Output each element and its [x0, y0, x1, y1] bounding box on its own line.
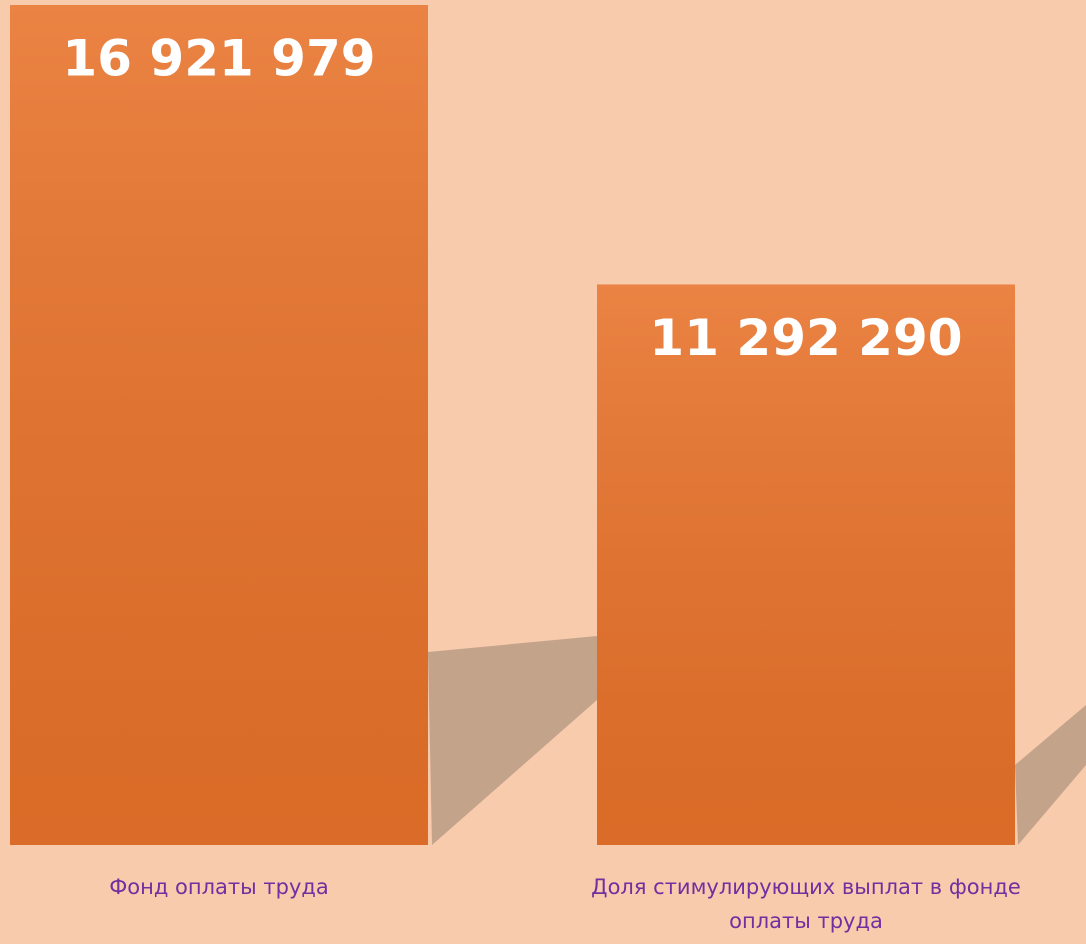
bar-shade — [597, 284, 1015, 845]
value-label: 16 921 979 — [62, 30, 375, 88]
bar-shade — [10, 5, 428, 845]
bar-shadow — [1015, 705, 1086, 845]
category-label: Доля стимулирующих выплат в фонде оплаты… — [591, 875, 1021, 933]
bar-shadow — [428, 636, 597, 845]
value-label: 11 292 290 — [649, 309, 962, 367]
category-label: Фонд оплаты труда — [109, 875, 329, 899]
